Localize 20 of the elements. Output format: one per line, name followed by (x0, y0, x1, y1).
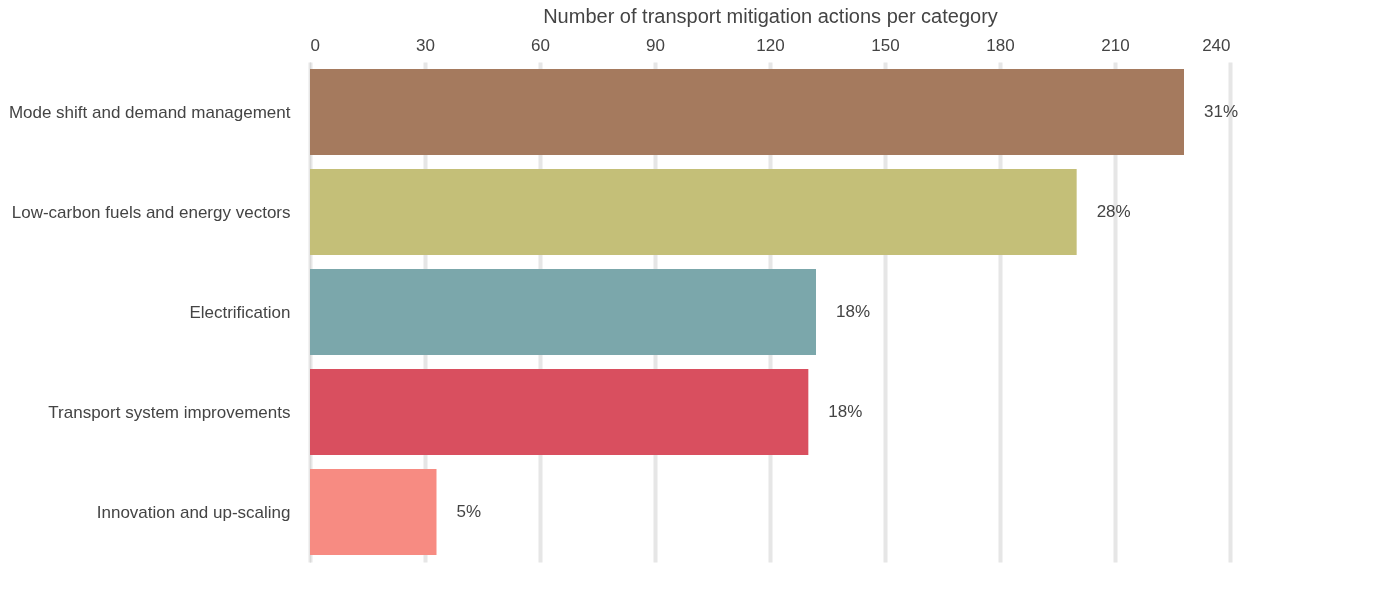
y-tick-label: Electrification (189, 302, 291, 322)
annotation: 18% (836, 302, 871, 321)
annotation: 31% (1204, 102, 1239, 121)
annotation: 18% (828, 402, 863, 421)
x-tick-label: 150 (871, 35, 900, 55)
annotation: 5% (456, 502, 482, 521)
y-tick-label: Transport system improvements (48, 402, 291, 422)
y-tick-label: Low-carbon fuels and energy vectors (11, 202, 291, 222)
x-tick-label: 240 (1202, 35, 1231, 55)
x-axis-title: Number of transport mitigation actions per category (543, 4, 998, 27)
y-tick-label: Innovation and up-scaling (96, 502, 291, 522)
x-tick-label: 210 (1101, 35, 1130, 55)
y-tick-label: Mode shift and demand management (8, 102, 291, 122)
x-tick-label: 180 (986, 35, 1015, 55)
x-tick-label: 120 (756, 35, 785, 55)
x-tick-label: 0 (310, 35, 320, 55)
annotation: 28% (1096, 202, 1131, 221)
x-tick-label: 90 (646, 35, 665, 55)
x-tick-label: 60 (531, 35, 550, 55)
x-tick-label: 30 (416, 35, 435, 55)
